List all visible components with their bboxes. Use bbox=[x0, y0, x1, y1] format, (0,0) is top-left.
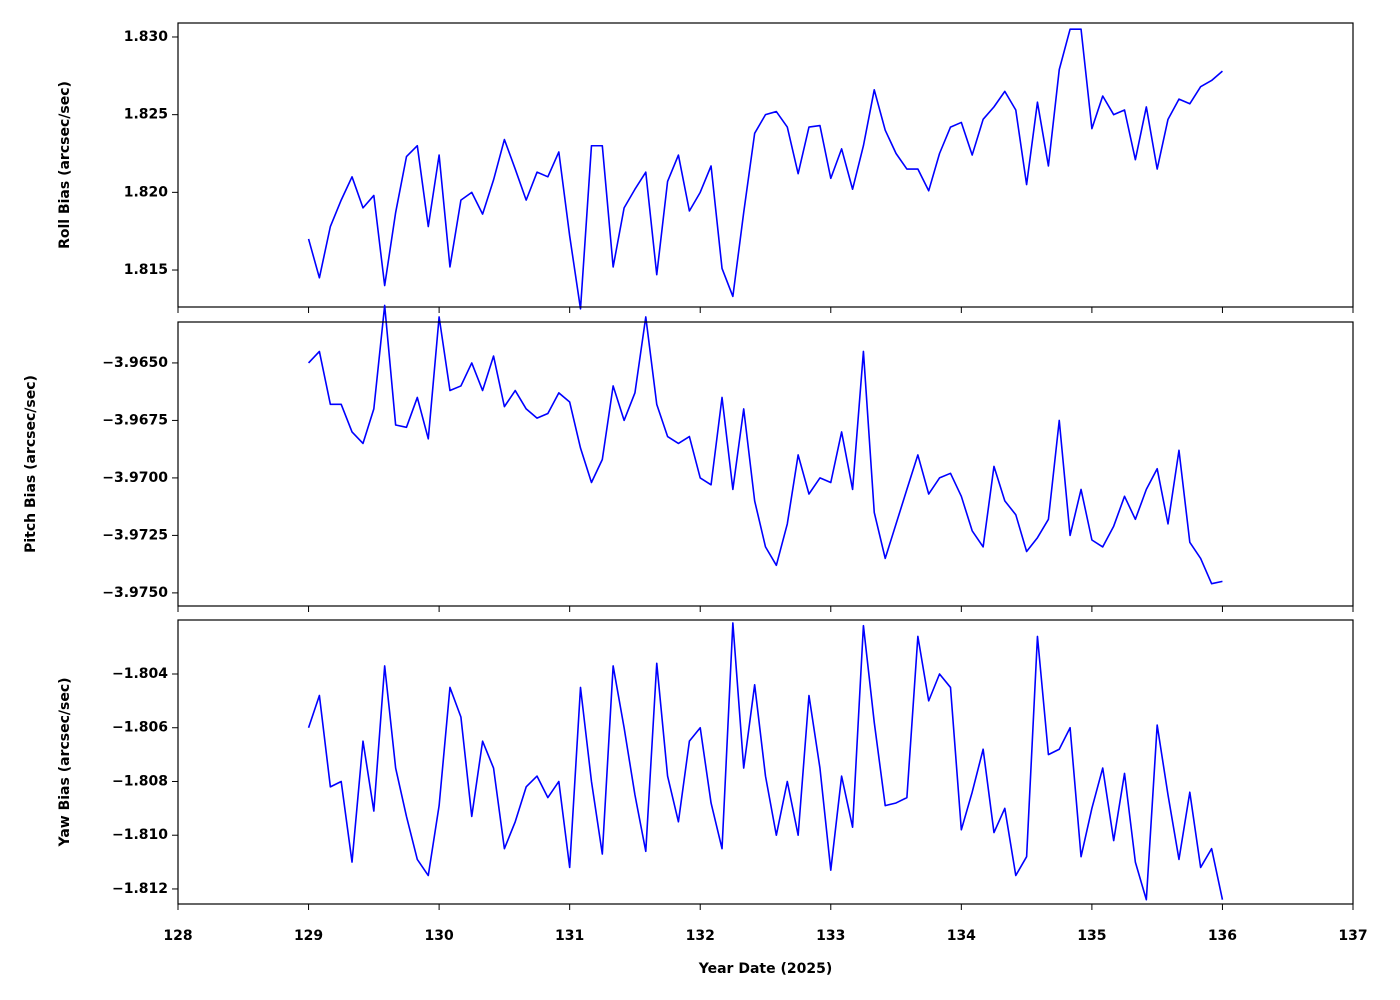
plot-frame bbox=[177, 321, 1354, 607]
x-tick-label: 131 bbox=[555, 928, 584, 944]
x-tick-label: 136 bbox=[1208, 928, 1237, 944]
y-tick-label: −1.810 bbox=[112, 827, 168, 843]
y-tick-label: 1.820 bbox=[124, 184, 169, 200]
y-tick-label: −3.9675 bbox=[102, 412, 168, 428]
data-line bbox=[307, 304, 1223, 585]
x-tick-label: 132 bbox=[686, 928, 715, 944]
x-tick-label: 137 bbox=[1338, 928, 1367, 944]
x-tick-label: 130 bbox=[424, 928, 453, 944]
x-tick-label: 133 bbox=[816, 928, 845, 944]
plot-frame bbox=[177, 619, 1354, 905]
y-tick-label: −3.9700 bbox=[102, 470, 168, 486]
y-tick-label: −3.9750 bbox=[102, 585, 168, 601]
y-axis-label: Pitch Bias (arcsec/sec) bbox=[23, 375, 39, 553]
data-line bbox=[307, 28, 1223, 310]
plot-frame bbox=[177, 22, 1354, 308]
y-tick-label: −3.9725 bbox=[102, 527, 168, 543]
y-tick-label: 1.815 bbox=[124, 262, 168, 278]
x-axis-label: Year Date (2025) bbox=[698, 961, 832, 977]
x-tick-label: 135 bbox=[1077, 928, 1106, 944]
y-tick-label: −1.804 bbox=[112, 666, 168, 682]
y-tick-label: 1.825 bbox=[124, 107, 168, 123]
y-tick-label: 1.830 bbox=[124, 29, 169, 45]
y-tick-label: −1.806 bbox=[112, 720, 168, 736]
y-tick-label: −3.9650 bbox=[102, 355, 168, 371]
y-axis-label: Roll Bias (arcsec/sec) bbox=[57, 81, 73, 249]
y-tick-label: −1.808 bbox=[112, 773, 168, 789]
x-tick-label: 129 bbox=[294, 928, 323, 944]
y-axis-label: Yaw Bias (arcsec/sec) bbox=[57, 677, 73, 847]
x-tick-label: 128 bbox=[163, 928, 192, 944]
data-line bbox=[307, 622, 1224, 901]
y-tick-label: −1.812 bbox=[112, 881, 168, 897]
x-tick-label: 134 bbox=[947, 928, 976, 944]
